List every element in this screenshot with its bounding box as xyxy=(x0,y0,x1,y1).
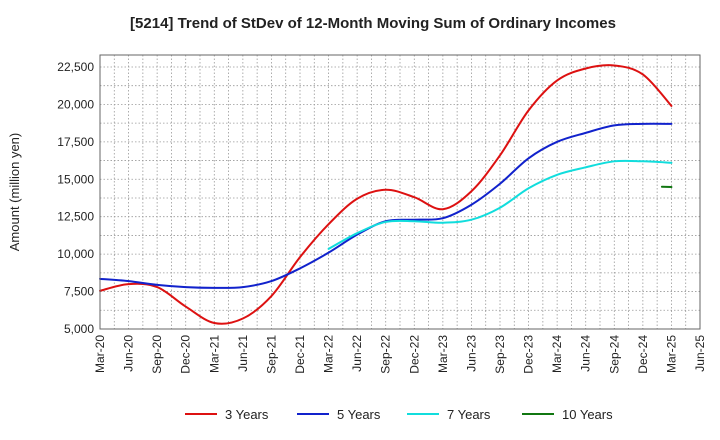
x-tick-label: Dec-21 xyxy=(293,335,307,374)
legend-label-5-years: 5 Years xyxy=(337,407,381,422)
y-tick-label: 17,500 xyxy=(57,135,94,149)
x-tick-label: Sep-24 xyxy=(607,335,621,374)
x-tick-label: Sep-21 xyxy=(264,335,278,374)
series-line-3-years xyxy=(99,64,673,325)
chart-title: [5214] Trend of StDev of 12-Month Moving… xyxy=(130,15,616,32)
y-axis-label: Amount (million yen) xyxy=(7,133,22,252)
x-tick-label: Mar-25 xyxy=(664,335,678,373)
x-tick-label: Mar-24 xyxy=(550,335,564,373)
x-tick-label: Jun-21 xyxy=(236,335,250,372)
y-tick-label: 22,500 xyxy=(57,60,94,74)
grid xyxy=(99,55,701,330)
x-tick-label: Dec-23 xyxy=(522,335,536,374)
x-tick-label: Mar-21 xyxy=(207,335,221,373)
x-tick-label: Jun-24 xyxy=(579,335,593,372)
legend-label-10-years: 10 Years xyxy=(562,407,613,422)
x-tick-label: Sep-20 xyxy=(150,335,164,374)
x-tick-label: Dec-20 xyxy=(179,335,193,374)
y-tick-label: 10,000 xyxy=(57,247,94,261)
x-tick-label: Dec-24 xyxy=(636,335,650,374)
x-tick-label: Mar-20 xyxy=(93,335,107,373)
x-tick-label: Dec-22 xyxy=(407,335,421,374)
y-tick-label: 5,000 xyxy=(64,322,94,336)
y-tick-label: 7,500 xyxy=(64,285,94,299)
x-tick-label: Jun-22 xyxy=(350,335,364,372)
plot-frame xyxy=(99,54,701,330)
series-line-7-years xyxy=(327,159,673,250)
y-tick-label: 20,000 xyxy=(57,97,94,111)
x-tick-label: Sep-22 xyxy=(379,335,393,374)
x-tick-label: Mar-22 xyxy=(322,335,336,373)
x-tick-label: Jun-23 xyxy=(464,335,478,372)
legend: 3 Years 5 Years 7 Years 10 Years xyxy=(185,407,613,422)
y-tick-label: 15,000 xyxy=(57,172,94,186)
x-tick-label: Sep-23 xyxy=(493,335,507,374)
y-tick-label: 12,500 xyxy=(57,210,94,224)
axis-ticks: 5,000 7,500 10,000 12,500 15,000 17,500 20,000… xyxy=(57,60,707,374)
x-tick-label: Jun-20 xyxy=(122,335,136,372)
x-tick-label: Mar-23 xyxy=(436,335,450,373)
x-tick-label: Jun-25 xyxy=(693,335,707,372)
series-lines xyxy=(99,64,673,325)
legend-label-3-years: 3 Years xyxy=(225,407,269,422)
legend-label-7-years: 7 Years xyxy=(447,407,491,422)
